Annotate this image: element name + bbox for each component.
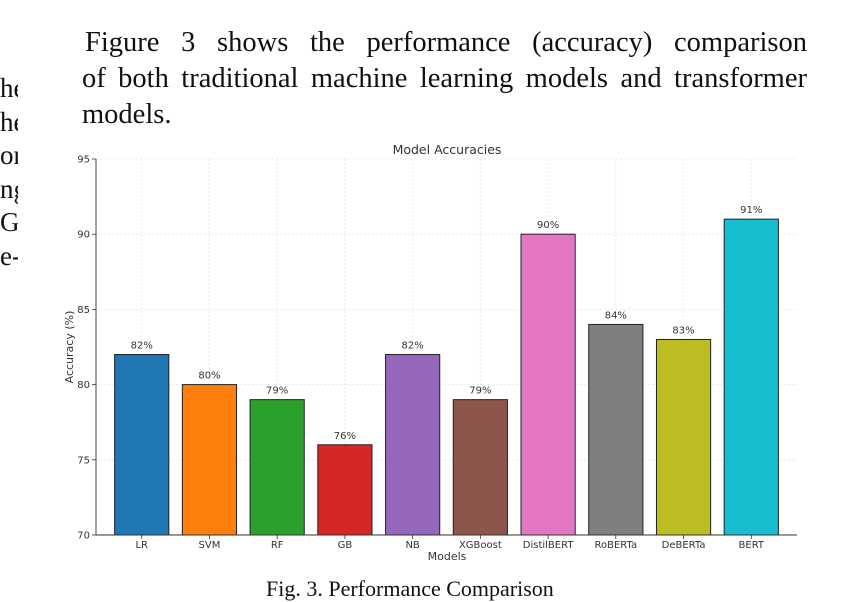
left-fragment-line: he [0, 73, 18, 103]
bar-value-label: 84% [605, 310, 627, 321]
x-tick-label: LR [135, 540, 148, 551]
y-tick-label: 90 [77, 230, 90, 241]
body-paragraph: Figure 3 shows the performance (accuracy… [82, 25, 807, 133]
x-tick-label: RF [271, 540, 284, 551]
bar-nb [385, 354, 441, 536]
bar-value-label: 83% [672, 325, 694, 336]
paragraph-line: Figure 3 shows the performance (accuracy… [85, 27, 807, 58]
bar-value-label: 91% [740, 205, 762, 216]
paragraph-line: models. [82, 99, 172, 130]
bar-value-label: 90% [537, 220, 559, 231]
figure-caption: Fig. 3. Performance Comparison [266, 576, 554, 601]
left-fragment-line: ng [0, 173, 18, 204]
x-tick-label: SVM [199, 540, 221, 551]
x-tick-label: RoBERTa [595, 540, 638, 551]
bar-deberta [655, 338, 712, 536]
accuracy-bar-chart: 70 75 80 85 90 95 82% LR 80% SVM 79% RF 76% GB 82% NB 79… [63, 142, 797, 563]
chart-title: Model Accuracies [393, 142, 502, 157]
y-tick-label: 70 [77, 531, 90, 542]
bar-value-label: 79% [469, 386, 491, 397]
bar-value-label: 82% [131, 341, 153, 352]
left-fragment-line: he [0, 106, 18, 137]
y-tick-label: 75 [77, 455, 90, 466]
bar-value-label: 79% [266, 386, 288, 397]
chart-bars [114, 218, 779, 536]
left-fragment-line: or [0, 140, 18, 170]
left-fragment-line: e- [0, 240, 18, 271]
x-tick-label: DistilBERT [523, 540, 575, 551]
bar-value-label: 82% [402, 341, 424, 352]
bar-distilbert [520, 233, 576, 536]
bar-svm [181, 384, 238, 536]
y-tick-label: 85 [77, 305, 90, 316]
bar-xgboost [452, 399, 508, 536]
left-fragment-line: G- [0, 207, 18, 237]
x-axis-label: Models [428, 550, 467, 563]
left-column-text-fragment: he he or ng G- e- [0, 72, 18, 273]
chart-labels: 70 75 80 85 90 95 82% LR 80% SVM 79% RF 76% GB 82% NB 79… [77, 155, 765, 552]
y-tick-label: 95 [77, 155, 90, 166]
x-tick-label: XGBoost [459, 540, 502, 551]
bar-gb [317, 444, 373, 536]
bar-value-label: 76% [334, 431, 356, 442]
bar-value-label: 80% [198, 371, 220, 382]
y-tick-label: 80 [77, 380, 90, 391]
paragraph-line: of both traditional machine learning mod… [82, 63, 807, 94]
bar-rf [249, 399, 305, 536]
x-tick-label: BERT [739, 540, 765, 551]
x-tick-label: GB [338, 540, 353, 551]
y-axis-label: Accuracy (%) [63, 311, 76, 384]
bar-lr [114, 354, 170, 536]
bar-roberta [588, 323, 644, 536]
chart-axes [92, 158, 797, 539]
x-tick-label: NB [405, 540, 419, 551]
x-tick-label: DeBERTa [662, 540, 706, 551]
bar-bert [723, 218, 779, 536]
